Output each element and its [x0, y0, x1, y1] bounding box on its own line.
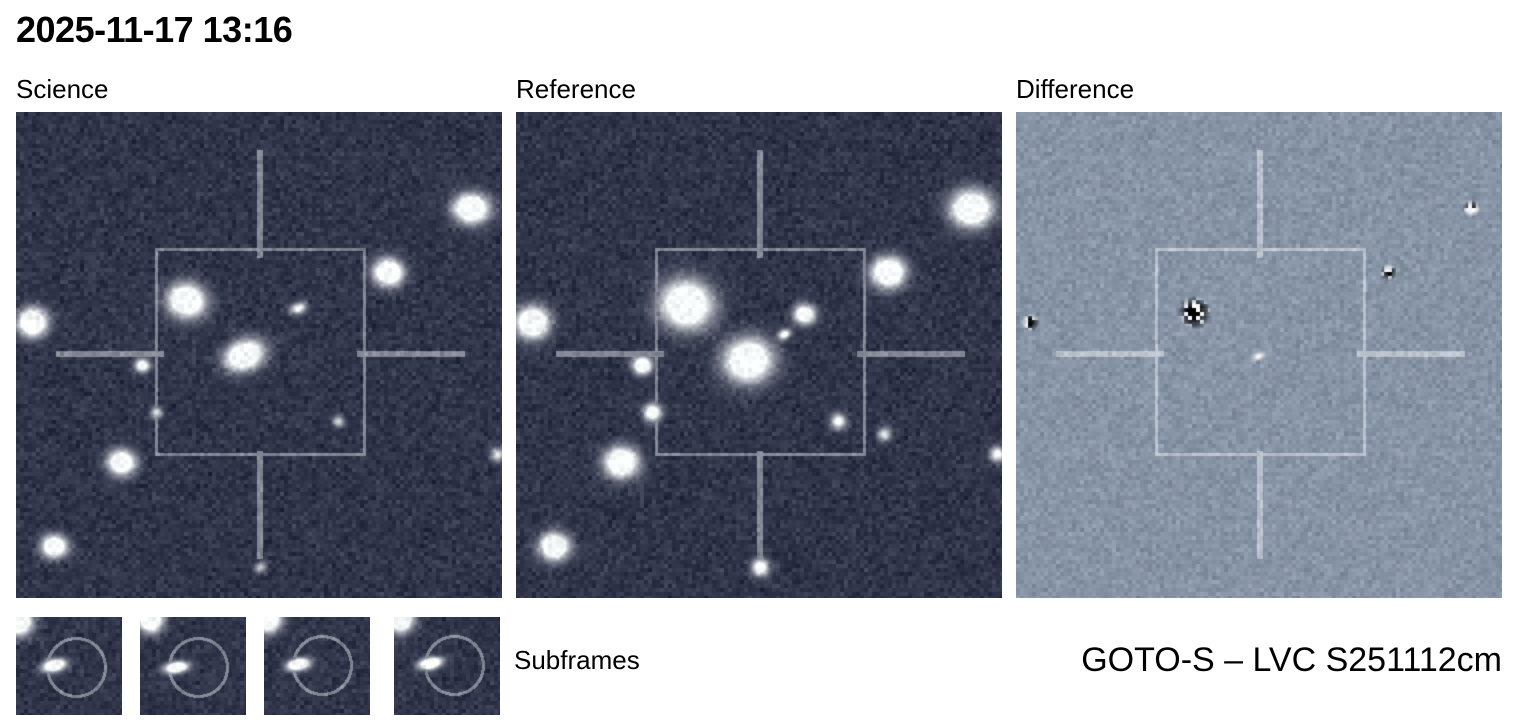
- subframe-canvas: [264, 617, 370, 715]
- reference-image-canvas: [516, 112, 1002, 598]
- image-panel-science[interactable]: [16, 112, 502, 598]
- panel-label-reference: Reference: [516, 74, 636, 104]
- subframe-canvas: [394, 617, 500, 715]
- subframe-thumbnail[interactable]: [394, 617, 500, 715]
- subframe-canvas: [140, 617, 246, 715]
- subframe-canvas: [16, 617, 122, 715]
- page-title: 2025-11-17 13:16: [16, 9, 293, 50]
- image-panel-reference[interactable]: [516, 112, 1002, 598]
- panel-label-difference: Difference: [1016, 74, 1135, 104]
- subframes-label: Subframes: [514, 645, 640, 675]
- footer-caption: GOTO-S – LVC S251112cm: [1081, 641, 1502, 679]
- subframe-thumbnail[interactable]: [264, 617, 370, 715]
- science-image-canvas: [16, 112, 502, 598]
- subframe-thumbnail[interactable]: [140, 617, 246, 715]
- subframe-thumbnail[interactable]: [16, 617, 122, 715]
- image-panel-difference[interactable]: [1016, 112, 1502, 598]
- panel-label-science: Science: [16, 74, 109, 104]
- difference-image-canvas: [1016, 112, 1502, 598]
